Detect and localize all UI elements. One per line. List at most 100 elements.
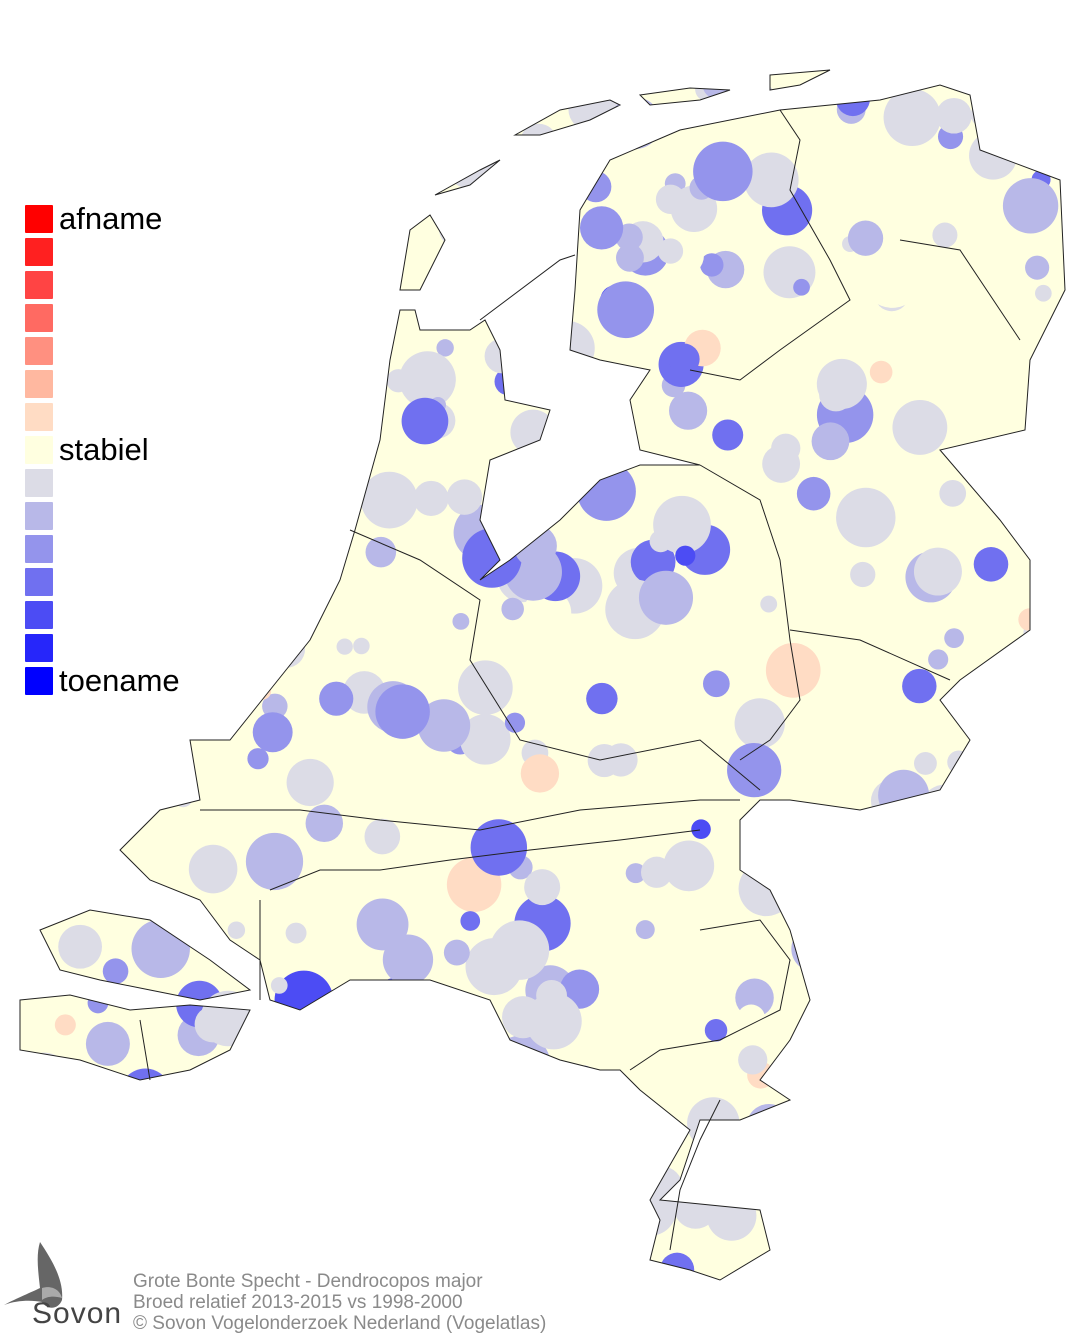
trend-cell: [493, 150, 552, 209]
trend-cell: [85, 1021, 130, 1066]
trend-cell: [286, 353, 309, 375]
trend-cell: [20, 751, 48, 796]
trend-cell: [1021, 1025, 1048, 1052]
trend-cell: [1040, 1181, 1065, 1224]
trend-cell: [401, 397, 449, 445]
trend-cell: [819, 377, 853, 412]
trend-cell: [706, 1191, 757, 1241]
trend-cell: [452, 612, 470, 630]
trend-cell: [969, 131, 1018, 180]
trend-cell: [936, 97, 972, 134]
trend-cell: [386, 369, 410, 393]
trend-cell: [536, 979, 567, 1011]
trend-cell: [622, 1181, 677, 1236]
legend-swatch: [25, 601, 53, 629]
legend-swatch: [25, 634, 53, 662]
trend-cell: [338, 137, 364, 163]
trend-cell: [712, 419, 744, 451]
trend-cell: [851, 917, 879, 945]
trend-cell: [520, 754, 560, 793]
trend-cell: [256, 559, 301, 605]
legend-item: stabiel: [25, 432, 225, 467]
trend-cell: [292, 282, 321, 311]
legend-swatch: [25, 370, 53, 398]
trend-cell: [375, 684, 430, 739]
legend-item: [25, 271, 225, 299]
legend-label-stabiel: stabiel: [59, 432, 149, 467]
trend-cell: [616, 243, 644, 272]
trend-cell: [364, 818, 401, 855]
trend-cell: [604, 743, 638, 777]
trend-cell: [625, 863, 646, 884]
trend-cell: [579, 206, 624, 250]
trend-cell: [928, 649, 949, 670]
trend-cell: [54, 1014, 76, 1036]
trend-cell: [657, 238, 684, 264]
legend-swatch: [25, 502, 53, 530]
trend-cell: [221, 704, 239, 722]
trend-cell: [815, 887, 864, 936]
trend-cell: [932, 222, 958, 248]
trend-cell: [811, 422, 850, 461]
trend-cell: [640, 856, 673, 888]
trend-cell: [1025, 255, 1050, 280]
trend-cell: [764, 1171, 817, 1225]
period-description: Broed relatief 2013-2015 vs 1998-2000: [133, 1292, 463, 1313]
trend-cell: [356, 898, 409, 951]
trend-cell: [699, 1117, 722, 1140]
legend-swatch: [25, 337, 53, 365]
trend-cell: [597, 281, 655, 339]
trend-cell: [349, 290, 388, 329]
trend-cell: [211, 148, 255, 192]
trend-cell: [850, 561, 876, 588]
trend-cell: [1033, 952, 1065, 999]
trend-cell: [511, 1244, 533, 1266]
trend-cell: [70, 130, 109, 170]
trend-cell: [323, 1152, 358, 1186]
trend-cell: [241, 1196, 276, 1231]
trend-cell: [189, 1208, 246, 1265]
trend-cell: [286, 1026, 328, 1067]
legend-item: [25, 304, 225, 332]
trend-cell: [743, 152, 799, 208]
trend-cell: [437, 195, 483, 241]
trend-cell: [819, 952, 842, 975]
trend-cell: [509, 361, 549, 400]
trend-cell: [482, 1106, 503, 1127]
trend-cell: [137, 1018, 166, 1046]
trend-cell: [284, 1211, 316, 1244]
trend-cell: [870, 998, 900, 1028]
trend-cell: [200, 990, 257, 1047]
trend-cell: [239, 484, 270, 516]
trend-cell: [106, 160, 124, 179]
trend-cell: [459, 714, 511, 765]
trend-cell: [948, 291, 998, 342]
trend-cell: [840, 938, 899, 997]
trend-cell: [353, 637, 370, 655]
trend-cell: [294, 116, 333, 155]
trend-cell: [586, 682, 618, 715]
trend-cell: [1038, 462, 1065, 496]
trend-cell: [831, 886, 880, 936]
trend-cell: [756, 831, 789, 863]
trend-cell: [525, 993, 582, 1050]
trend-cell: [675, 545, 696, 566]
legend-item: toename: [25, 663, 225, 698]
trend-cell: [746, 1104, 792, 1149]
trend-cell: [244, 1011, 287, 1054]
trend-cell: [164, 1164, 216, 1217]
trend-cell: [532, 227, 559, 254]
trend-cell: [20, 1052, 70, 1103]
copyright: © Sovon Vogelonderzoek Nederland (Vogela…: [133, 1313, 547, 1334]
trend-cell: [867, 952, 908, 992]
trend-cell: [1012, 797, 1061, 845]
legend-item: [25, 634, 225, 662]
trend-cell: [285, 922, 307, 944]
trend-cell: [382, 934, 434, 985]
trend-cell: [727, 743, 782, 798]
trend-cell: [914, 1039, 932, 1057]
trend-cell: [873, 881, 920, 928]
trend-cell: [46, 716, 66, 735]
trend-cell: [270, 977, 288, 994]
